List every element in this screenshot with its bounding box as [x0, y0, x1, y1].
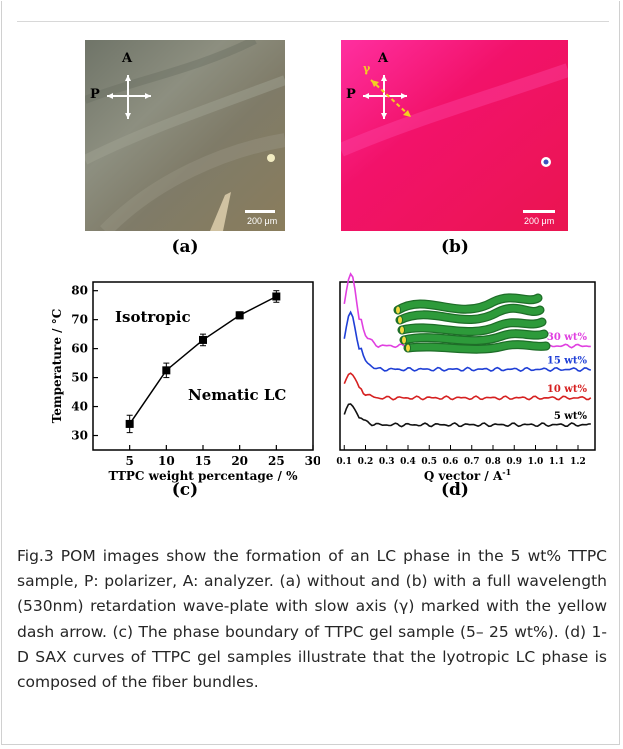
x-tick-label: 10: [158, 454, 175, 468]
x-tick-label: 0.2: [358, 457, 374, 467]
x-axis-label: TTPC weight percentage / %: [108, 469, 298, 483]
x-tick-label: 1.1: [549, 457, 565, 467]
pom-image-b-graphic: [341, 40, 568, 231]
pom-image-a: A P 200 μm: [85, 40, 285, 231]
x-tick-label: 1.0: [528, 457, 544, 467]
saxs-chart: 0.1 0.2 0.3 0.4 0.5 0.6 0.7 0.8 0.9 1.0 1.1 1.2 30 w…: [336, 272, 596, 483]
x-tick-label: 0.4: [400, 457, 416, 467]
series-label: 5 wt%: [554, 411, 588, 422]
top-rule: [17, 21, 609, 22]
saxs-curve: [343, 372, 592, 401]
x-tick-label: 1.2: [570, 457, 586, 467]
y-axis-label: Temperature / °C: [50, 309, 64, 424]
fiber: [398, 318, 546, 335]
y-tick-label: 30: [71, 429, 88, 443]
fiber-end: [405, 343, 411, 353]
fiber-end: [401, 335, 407, 345]
annotation-isotropic: Isotropic: [115, 308, 191, 326]
fiber-bundle-illustration: [393, 293, 551, 354]
series-label: 10 wt%: [547, 384, 588, 395]
data-point: [199, 335, 207, 344]
polarizer-label: P: [90, 87, 100, 102]
x-axis-label-sup: -1: [502, 467, 511, 477]
scale-bar-label: 200 μm: [524, 216, 555, 226]
x-tick-label: 15: [195, 454, 212, 468]
x-tick-label: 0.3: [379, 457, 395, 467]
y-tick-label: 50: [71, 371, 88, 385]
data-point: [272, 292, 281, 301]
data-point: [235, 311, 244, 320]
x-tick-label: 0.7: [464, 457, 480, 467]
x-tick-label: 25: [268, 454, 285, 468]
fiber: [400, 330, 548, 344]
panel-label-b: (b): [441, 237, 469, 257]
panel-label-a: (a): [171, 237, 199, 257]
series-label: 30 wt%: [547, 332, 588, 343]
panel-label-d: (d): [441, 480, 469, 500]
y-tick-label: 40: [71, 400, 88, 414]
panel-label-c: (c): [171, 480, 199, 500]
slow-axis-label: γ: [363, 62, 371, 75]
x-tick-label: 20: [231, 454, 248, 468]
x-tick-label: 0.6: [443, 457, 459, 467]
analyzer-label: A: [378, 51, 389, 66]
x-tick-label: 5: [125, 454, 133, 468]
x-axis-label: Q vector / A-1: [424, 467, 511, 483]
x-tick-label: 0.9: [506, 457, 522, 467]
pom-image-a-graphic: [85, 40, 285, 231]
fiber: [396, 305, 544, 324]
scale-bar-label: 200 μm: [247, 216, 278, 226]
figure-caption: Fig.3 POM images show the formation of a…: [17, 547, 607, 692]
fiber-end: [395, 305, 401, 315]
y-tick-label: 70: [71, 313, 88, 327]
saxs-curve: [343, 403, 591, 428]
y-tick-label: 60: [71, 342, 88, 356]
fiber: [394, 294, 542, 314]
data-point: [162, 366, 171, 375]
data-point: [125, 419, 134, 428]
x-tick-label: 30: [305, 454, 320, 468]
pom-image-b: A P γ 200 μm: [341, 40, 568, 231]
saxs-curve: [343, 310, 592, 372]
x-tick-label: 0.5: [421, 457, 437, 467]
y-tick-label: 80: [71, 284, 88, 298]
series-label: 15 wt%: [547, 355, 588, 366]
fiber-end: [397, 315, 403, 325]
fiber-end: [399, 325, 405, 335]
annotation-nematic: Nematic LC: [188, 386, 286, 404]
plot-frame: [339, 281, 596, 451]
x-tick-label: 0.1: [336, 457, 352, 467]
analyzer-label: A: [122, 51, 133, 66]
phase-boundary-chart: 5 10 15 20 25 30 30 40 50 60 70 80 Isotropic Nematic …: [50, 281, 320, 483]
polarizer-label: P: [346, 87, 356, 102]
fiber: [404, 341, 550, 353]
x-tick-label: 0.8: [485, 457, 501, 467]
